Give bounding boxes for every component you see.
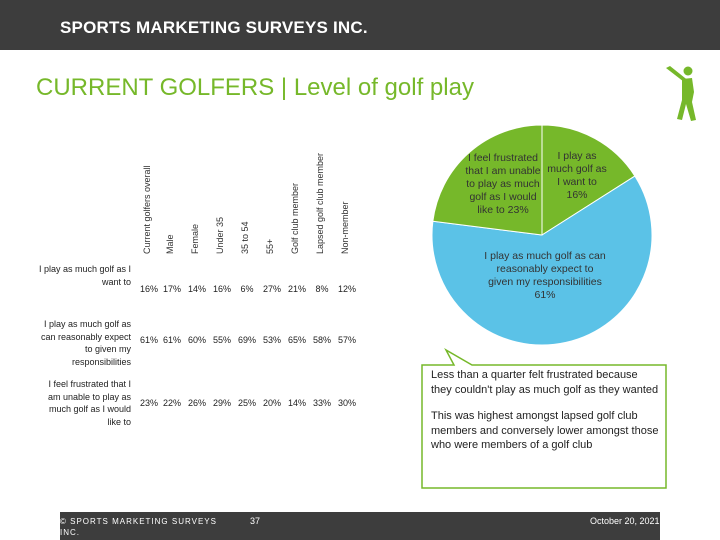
table-cell: 27%	[262, 284, 281, 294]
table-cell: 20%	[262, 398, 281, 408]
column-header: 35 to 54	[238, 140, 256, 254]
table-row-label: I play as much golf as can reasonably ex…	[40, 319, 131, 367]
table-cell: 14%	[187, 284, 206, 294]
column-header-label: Female	[190, 223, 200, 254]
table-cell: 16%	[212, 284, 231, 294]
golfer-icon	[666, 66, 696, 121]
table-cell: 22%	[162, 398, 181, 408]
table-cell: 60%	[187, 335, 206, 345]
page-title: CURRENT GOLFERS | Level of golf play	[36, 74, 474, 101]
table-row-label: I feel frustrated that I am unable to pl…	[47, 379, 131, 427]
table-cell: 26%	[187, 398, 206, 408]
column-header-label: Under 35	[215, 216, 225, 254]
page-number: 37	[250, 516, 261, 526]
pie-label-frustrated: I feel frustrated that I am unable to pl…	[465, 152, 541, 216]
table-cell: 55%	[212, 335, 231, 345]
callout-text: Less than a quarter felt frustrated beca…	[431, 368, 661, 465]
table-cell: 21%	[287, 284, 306, 294]
column-header: Lapsed golf club member	[313, 140, 331, 254]
column-header: 55+	[263, 140, 281, 254]
column-header: Golf club member	[288, 140, 306, 254]
pie-label-reasonable: I play as much golf as can reasonably ex…	[484, 250, 606, 301]
footer-date: October 20, 2021	[590, 516, 660, 526]
table-cell: 33%	[312, 398, 331, 408]
table-cell: 14%	[287, 398, 306, 408]
column-header: Under 35	[213, 140, 231, 254]
callout-paragraph-2: This was highest amongst lapsed golf clu…	[431, 410, 659, 451]
column-header-label: Current golfers overall	[142, 165, 152, 254]
table-cell: 25%	[237, 398, 256, 408]
column-header-label: Golf club member	[290, 182, 300, 254]
table-cell: 12%	[337, 284, 356, 294]
column-header: Non-member	[338, 140, 356, 254]
pie-label-as-want: I play as much golf as I want to 16%	[547, 150, 607, 201]
table-cell: 23%	[139, 398, 158, 408]
table-cell: 53%	[262, 335, 281, 345]
table-cell: 69%	[237, 335, 256, 345]
table-cell: 61%	[162, 335, 181, 345]
table-cell: 8%	[315, 284, 329, 294]
table-cell: 16%	[139, 284, 158, 294]
column-header: Female	[188, 140, 206, 254]
column-header: Current golfers overall	[140, 140, 158, 254]
column-header-label: Non-member	[340, 201, 350, 254]
table-row-label: I play as much golf as I want to	[38, 264, 131, 287]
callout-paragraph-1: Less than a quarter felt frustrated beca…	[431, 369, 659, 396]
table-cell: 6%	[240, 284, 254, 294]
footer-bar	[60, 512, 660, 540]
table-cell: 29%	[212, 398, 231, 408]
column-header-label: 35 to 54	[240, 221, 250, 254]
table-cell: 58%	[312, 335, 331, 345]
table-cell: 57%	[337, 335, 356, 345]
table-cell: 61%	[139, 335, 158, 345]
footer-copyright: © SPORTS MARKETING SURVEYS INC.	[60, 517, 217, 537]
table-cell: 30%	[337, 398, 356, 408]
column-header-label: Male	[165, 234, 175, 254]
table-cell: 17%	[162, 284, 181, 294]
header-bar	[0, 0, 720, 50]
brand-logo: SPORTS MARKETING SURVEYS INC.	[60, 18, 368, 37]
column-header-label: 55+	[265, 238, 275, 254]
column-header-label: Lapsed golf club member	[315, 152, 325, 254]
column-header: Male	[163, 140, 181, 254]
table-cell: 65%	[287, 335, 306, 345]
